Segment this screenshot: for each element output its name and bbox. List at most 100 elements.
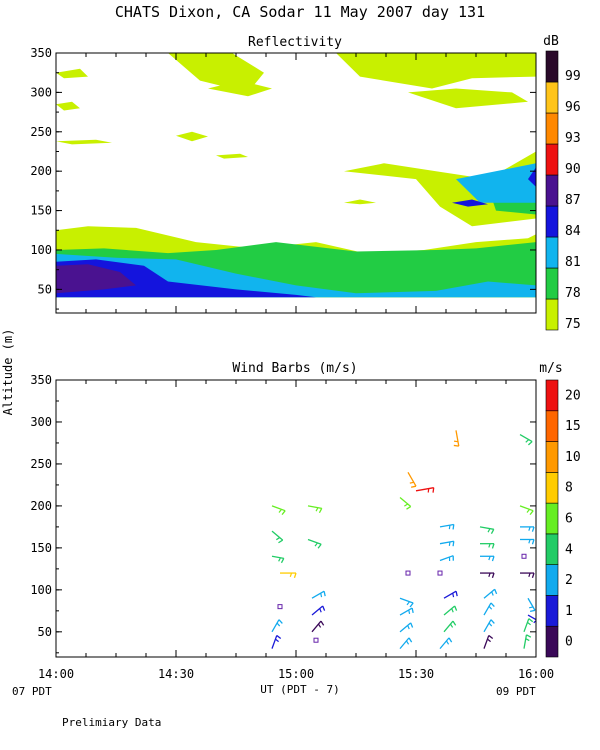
colorbar-tick-label: 4 bbox=[565, 542, 573, 557]
wind-barb-42 bbox=[523, 634, 532, 649]
wind-barb-14 bbox=[399, 597, 414, 608]
wind-barb-34 bbox=[519, 433, 533, 446]
contour-84-3 bbox=[56, 259, 316, 298]
x-start-note: 07 PDT bbox=[12, 685, 52, 698]
x-end-note: 09 PDT bbox=[496, 685, 536, 698]
x-tick-labels: 14:00 14:30 15:00 15:30 16:00 bbox=[38, 667, 554, 681]
colorbar-tick-label: 2 bbox=[565, 573, 573, 588]
wind-barb-33 bbox=[483, 634, 494, 649]
contour-75-14 bbox=[176, 131, 208, 142]
colorbar-swatch-5 bbox=[545, 472, 559, 504]
colorbar-swatch-5 bbox=[545, 143, 559, 176]
wind-barbs-title: Wind Barbs (m/s) bbox=[232, 361, 357, 376]
contour-84-9 bbox=[452, 199, 488, 207]
wind-barb-26 bbox=[479, 526, 495, 535]
wind-barb-32 bbox=[483, 619, 495, 633]
contour-75-19 bbox=[56, 101, 80, 111]
y-tick-label: 300 bbox=[30, 85, 52, 99]
wind-barb-15 bbox=[399, 607, 414, 616]
wind-barb-38 bbox=[520, 572, 535, 579]
wind-barb-6 bbox=[307, 505, 323, 514]
wind-barb-37 bbox=[520, 538, 535, 545]
colorbar-swatch-1 bbox=[545, 595, 559, 627]
colorbar-swatch-4 bbox=[545, 174, 559, 207]
y-tick-label: 150 bbox=[30, 541, 52, 555]
y-tick-label: 200 bbox=[30, 164, 52, 178]
figure-title: CHATS Dixon, CA Sodar 11 May 2007 day 13… bbox=[115, 3, 485, 21]
y-tick-label: 50 bbox=[38, 625, 52, 639]
wind-barb-28 bbox=[480, 555, 495, 562]
colorbar-tick-label: 84 bbox=[565, 224, 581, 239]
wind-barb-30 bbox=[483, 588, 498, 599]
wind-barb-31 bbox=[483, 602, 495, 616]
colorbar-swatch-4 bbox=[545, 502, 559, 535]
reflectivity-axes: 50 100 150 200 250 300 350 bbox=[30, 46, 537, 314]
x-tick-label: 16:00 bbox=[518, 667, 554, 681]
y-tick-label: 150 bbox=[30, 204, 52, 218]
colorbar-swatch-0 bbox=[545, 625, 559, 658]
colorbar-tick-label: 8 bbox=[565, 481, 573, 496]
colorbar-swatch-7 bbox=[545, 81, 559, 114]
colorbar-swatch-2 bbox=[545, 236, 559, 269]
colorbar-swatch-1 bbox=[545, 267, 559, 300]
wind-barb-3 bbox=[280, 572, 297, 579]
x-tick-label: 15:30 bbox=[398, 667, 434, 681]
wind-barb-8 bbox=[311, 590, 326, 599]
contour-75-12 bbox=[208, 80, 272, 97]
wind-barb-22 bbox=[443, 605, 458, 616]
wind-barb-41 bbox=[523, 618, 534, 633]
reflectivity-colorbar-unit: dB bbox=[543, 34, 559, 49]
wind-barb-35 bbox=[519, 505, 534, 516]
calm-marker-4 bbox=[521, 553, 527, 559]
wind-barb-12 bbox=[407, 472, 417, 488]
contour-87-4 bbox=[56, 264, 136, 294]
wind-barb-25 bbox=[453, 430, 460, 447]
y-tick-label: 300 bbox=[30, 415, 52, 429]
contour-81-7 bbox=[456, 163, 536, 203]
y-tick-label: 100 bbox=[30, 583, 52, 597]
wind-barb-20 bbox=[439, 555, 454, 562]
contour-75-17 bbox=[336, 53, 536, 89]
wind-barb-40 bbox=[527, 614, 536, 625]
wind-barb-18 bbox=[439, 523, 455, 530]
wind-barb-10 bbox=[311, 620, 325, 633]
x-tick-label: 14:00 bbox=[38, 667, 74, 681]
y-tick-label: 350 bbox=[30, 373, 52, 387]
colorbar-swatch-3 bbox=[545, 533, 559, 565]
wind-barb-13 bbox=[415, 487, 435, 493]
x-tick-label: 14:30 bbox=[158, 667, 194, 681]
colorbar-tick-label: 15 bbox=[565, 419, 581, 434]
colorbar-tick-label: 6 bbox=[565, 512, 573, 527]
wind-barb-29 bbox=[480, 572, 495, 579]
wind-colorbar: 0 1 2 4 6 8 10 15 20 bbox=[545, 379, 581, 658]
colorbar-tick-label: 78 bbox=[565, 286, 581, 301]
y-tick-label: 250 bbox=[30, 457, 52, 471]
colorbar-tick-label: 1 bbox=[565, 604, 573, 619]
colorbar-swatch-3 bbox=[545, 205, 559, 238]
wind-barb-27 bbox=[480, 543, 495, 549]
wind-barb-4 bbox=[271, 619, 283, 633]
contour-75-11 bbox=[56, 68, 88, 79]
wind-barb-36 bbox=[520, 526, 535, 532]
plot-frame bbox=[55, 379, 537, 658]
footer-note: Prelimiary Data bbox=[62, 716, 161, 729]
colorbar-tick-label: 75 bbox=[565, 317, 581, 332]
contour-75-13 bbox=[56, 139, 112, 145]
colorbar-swatch-6 bbox=[545, 112, 559, 145]
wind-barb-11 bbox=[399, 497, 412, 510]
altitude-axis-label: Altitude (m) bbox=[1, 329, 15, 416]
colorbar-swatch-8 bbox=[545, 50, 559, 83]
contour-75-18 bbox=[408, 88, 528, 109]
wind-barb-39 bbox=[527, 597, 536, 613]
wind-barb-21 bbox=[443, 590, 458, 599]
x-tick-label: 15:00 bbox=[278, 667, 314, 681]
y-tick-label: 200 bbox=[30, 499, 52, 513]
colorbar-tick-label: 0 bbox=[565, 635, 573, 650]
wind-barb-9 bbox=[311, 605, 326, 616]
calm-marker-0 bbox=[277, 604, 283, 610]
wind-colorbar-unit: m/s bbox=[539, 361, 562, 376]
calm-marker-3 bbox=[437, 570, 443, 576]
wind-barb-0 bbox=[271, 505, 286, 516]
contour-75-5 bbox=[344, 151, 536, 227]
